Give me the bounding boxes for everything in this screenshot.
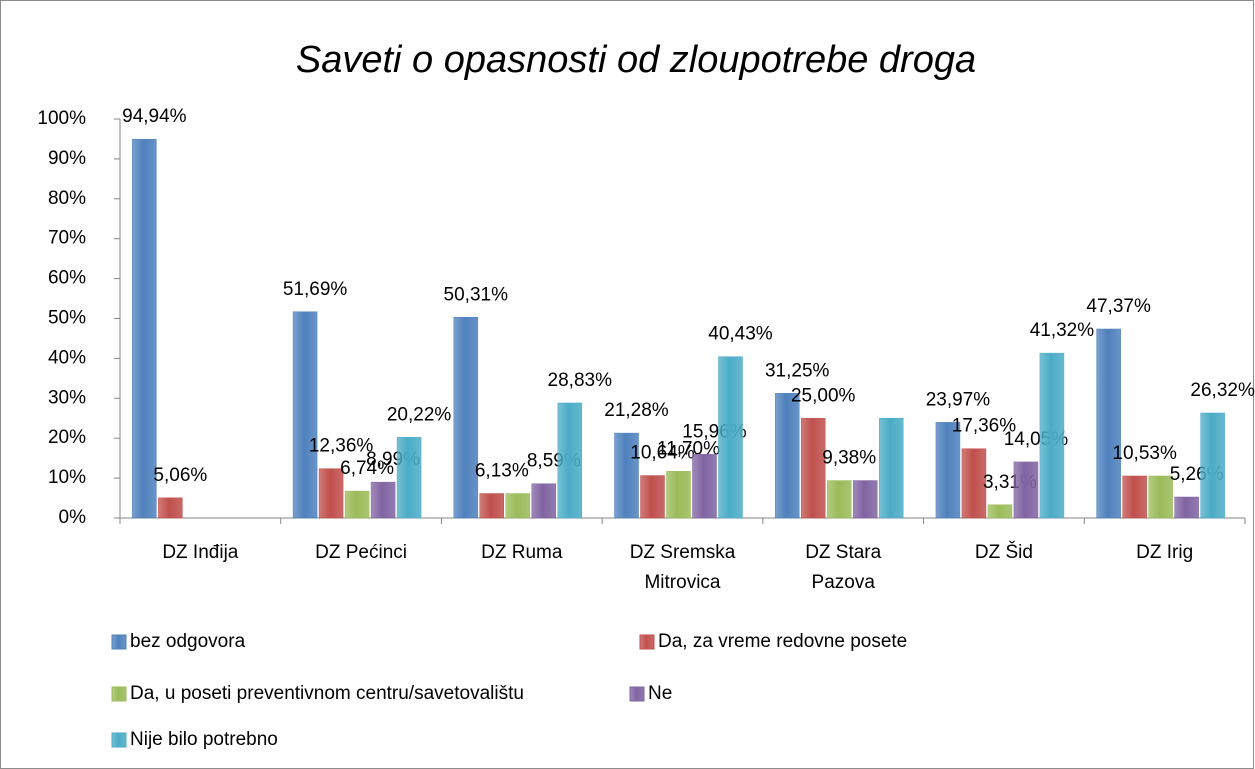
bar [1039, 352, 1065, 519]
data-label: 47,37% [1086, 296, 1151, 317]
y-tick-label: 80% [48, 188, 86, 209]
bar [318, 468, 344, 519]
y-tick-label: 60% [48, 268, 86, 289]
bar [1200, 412, 1225, 519]
bar [453, 317, 479, 519]
bar [1013, 461, 1039, 519]
data-label: 23,97% [926, 389, 991, 410]
x-tick-label: DZ Stara Pazova [805, 542, 881, 593]
x-tick-label: DZ Pećinci [315, 542, 407, 563]
data-label: 6,74% [340, 458, 394, 479]
bar [132, 138, 157, 519]
bar [800, 418, 826, 519]
bar [614, 432, 639, 519]
data-label: 21,28% [604, 400, 669, 421]
bar [344, 490, 370, 519]
bar [692, 454, 717, 519]
bar [718, 356, 743, 519]
data-label: 28,83% [548, 370, 613, 391]
bar [935, 422, 961, 519]
data-label: 26,32% [1190, 380, 1255, 401]
legend-swatch [629, 686, 645, 702]
bar [666, 471, 691, 519]
bar [987, 504, 1013, 519]
y-tick-label: 90% [48, 148, 86, 169]
legend-swatch [111, 732, 127, 748]
bar [1096, 328, 1121, 519]
y-tick-label: 100% [37, 108, 86, 129]
bar [479, 493, 505, 519]
bar [158, 497, 183, 519]
bar [826, 480, 852, 519]
data-label: 31,25% [765, 360, 830, 381]
bar [852, 480, 878, 519]
x-tick-label: DZ Irig [1136, 542, 1193, 563]
data-label: 50,31% [444, 284, 509, 305]
bar [505, 493, 531, 519]
legend-label: Da, u poseti preventivnom centru/savetov… [130, 683, 524, 704]
bar [1174, 496, 1199, 519]
y-tick-label: 50% [48, 308, 86, 329]
bar [878, 418, 904, 519]
y-tick-label: 0% [59, 507, 87, 528]
data-label: 10,64% [630, 443, 695, 464]
legend-label: Nije bilo potrebno [130, 729, 278, 750]
data-label: 41,32% [1030, 320, 1095, 341]
bar [640, 475, 665, 519]
legend-label: Ne [648, 683, 672, 704]
bar [370, 481, 396, 519]
x-tick-label: DZ Inđija [162, 542, 238, 563]
bar [292, 311, 318, 519]
y-tick-label: 20% [48, 427, 86, 448]
data-label: 25,00% [791, 385, 856, 406]
x-tick-label: DZ Sremska Mitrovica [630, 542, 736, 593]
legend-label: bez odgovora [130, 631, 246, 652]
data-label: 5,06% [153, 465, 207, 486]
data-label: 94,94% [122, 106, 187, 127]
data-label: 12,36% [309, 436, 374, 457]
x-tick-label: DZ Šid [975, 541, 1033, 563]
y-tick-label: 10% [48, 467, 86, 488]
data-label: 40,43% [708, 324, 773, 345]
bar [961, 448, 987, 519]
data-label: 9,38% [822, 448, 876, 469]
bar [396, 437, 422, 519]
legend-label: Da, za vreme redovne posete [658, 631, 907, 652]
bar [1122, 475, 1147, 519]
legend-swatch [111, 634, 127, 650]
data-label: 20,22% [387, 404, 452, 425]
chart-title: Saveti o opasnosti od zloupotrebe droga [296, 39, 976, 81]
legend-swatch [639, 634, 655, 650]
bar [1148, 475, 1173, 519]
data-label: 51,69% [283, 279, 348, 300]
y-tick-label: 30% [48, 387, 86, 408]
x-tick-label: DZ Ruma [481, 542, 563, 563]
data-label: 17,36% [952, 416, 1017, 437]
y-tick-label: 70% [48, 228, 86, 249]
legend-swatch [111, 686, 127, 702]
data-label: 6,13% [475, 461, 529, 482]
data-label: 10,53% [1112, 443, 1177, 464]
y-tick-label: 40% [48, 347, 86, 368]
bar [774, 393, 800, 519]
bar [557, 402, 583, 519]
bar [531, 483, 557, 519]
